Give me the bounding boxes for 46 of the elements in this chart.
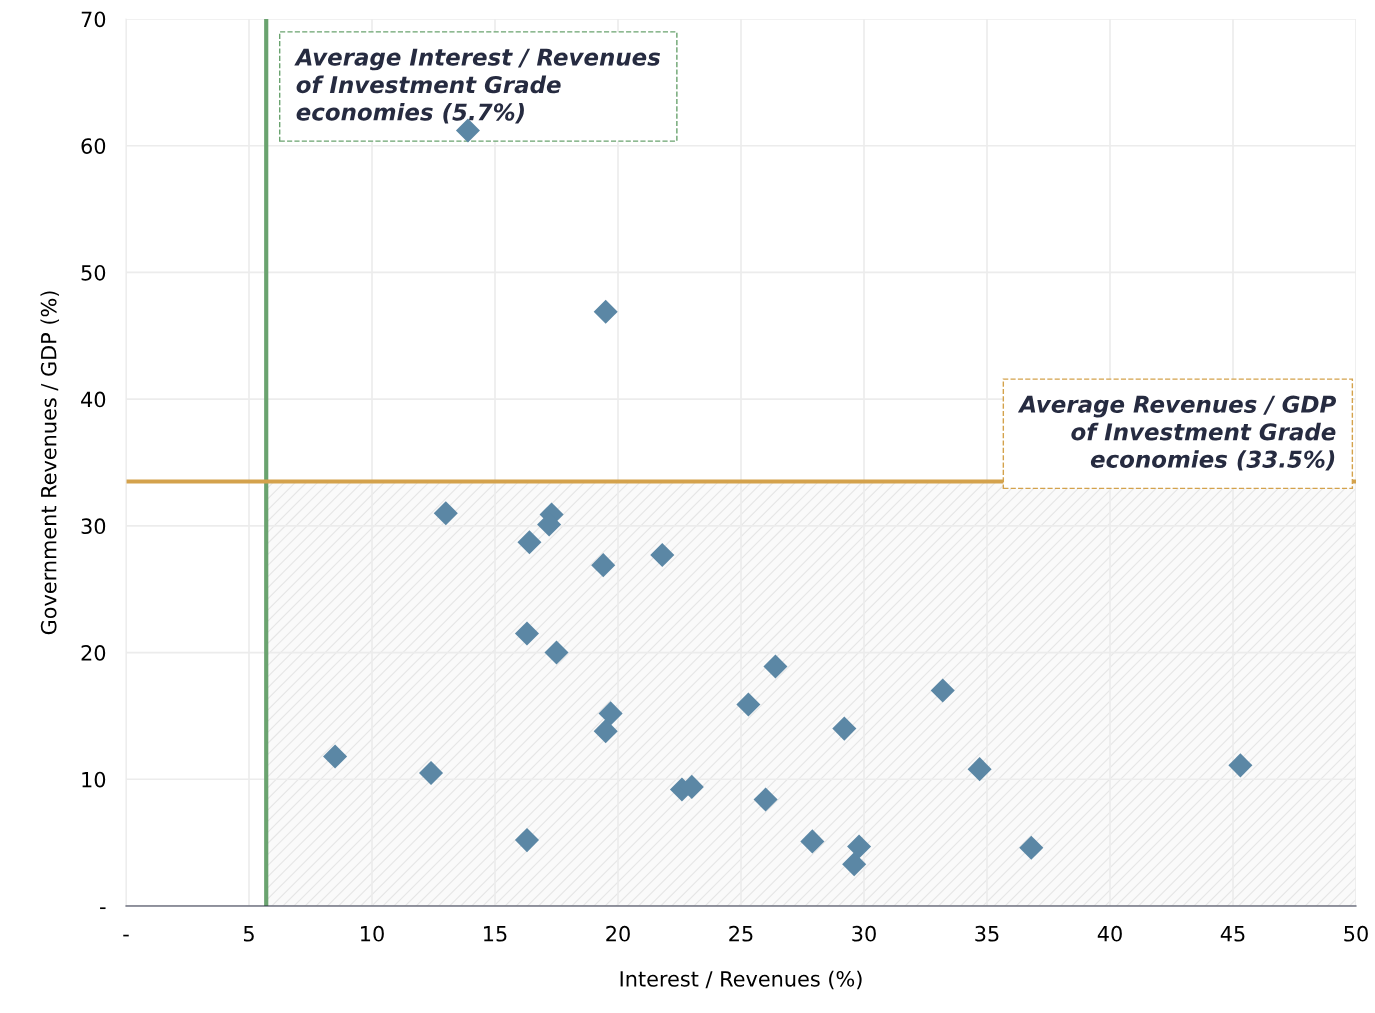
y-tick-label: 10 — [82, 771, 106, 788]
point — [842, 852, 867, 877]
point — [433, 501, 458, 526]
point — [593, 299, 618, 324]
point — [323, 744, 348, 769]
point — [517, 530, 542, 555]
x-tick-label: 20 — [606, 925, 630, 942]
point — [1228, 753, 1253, 778]
point — [419, 760, 444, 785]
point — [514, 621, 540, 646]
x-tick-label: 50 — [1344, 925, 1368, 942]
y-tick-label: 70 — [81, 11, 106, 28]
point — [650, 542, 675, 568]
point — [591, 553, 616, 578]
point — [514, 828, 540, 853]
point — [847, 834, 872, 859]
point — [1019, 835, 1044, 860]
x-tick-label: 15 — [484, 926, 507, 942]
x-tick-label: 10 — [361, 925, 384, 942]
point — [930, 678, 955, 703]
point — [736, 692, 761, 717]
point — [967, 757, 992, 782]
x-tick-label: 5 — [243, 926, 254, 942]
x-tick-label: 45 — [1220, 926, 1245, 942]
x-axis-title: Interest / Revenues (%) — [620, 970, 862, 990]
x-tick-label: 25 — [729, 925, 753, 942]
y-tick-label: - — [100, 907, 106, 910]
ref-line-label: Average Interest / Revenues of Investment Grade economies (5.7%) — [294, 48, 661, 124]
ref-line-label: Average Revenues / GDP of Investment Grade economies (33.5%) — [1017, 395, 1336, 471]
y-tick-label: 40 — [81, 391, 106, 408]
y-tick-label: 60 — [81, 138, 106, 154]
point — [593, 719, 618, 744]
x-tick-label: 30 — [852, 925, 876, 942]
point — [598, 701, 623, 726]
point — [763, 654, 788, 679]
y-axis-title: Government Revenues / GDP (%) — [40, 291, 60, 635]
y-tick-label: 20 — [81, 645, 106, 661]
y-tick-label: 30 — [81, 518, 106, 535]
point — [753, 787, 778, 812]
x-tick-label: - — [123, 934, 129, 937]
x-tick-label: 35 — [975, 925, 999, 942]
point — [832, 716, 857, 741]
y-tick-label: 50 — [81, 264, 106, 281]
point — [544, 640, 569, 665]
x-tick-label: 40 — [1097, 925, 1122, 942]
point — [800, 829, 825, 854]
